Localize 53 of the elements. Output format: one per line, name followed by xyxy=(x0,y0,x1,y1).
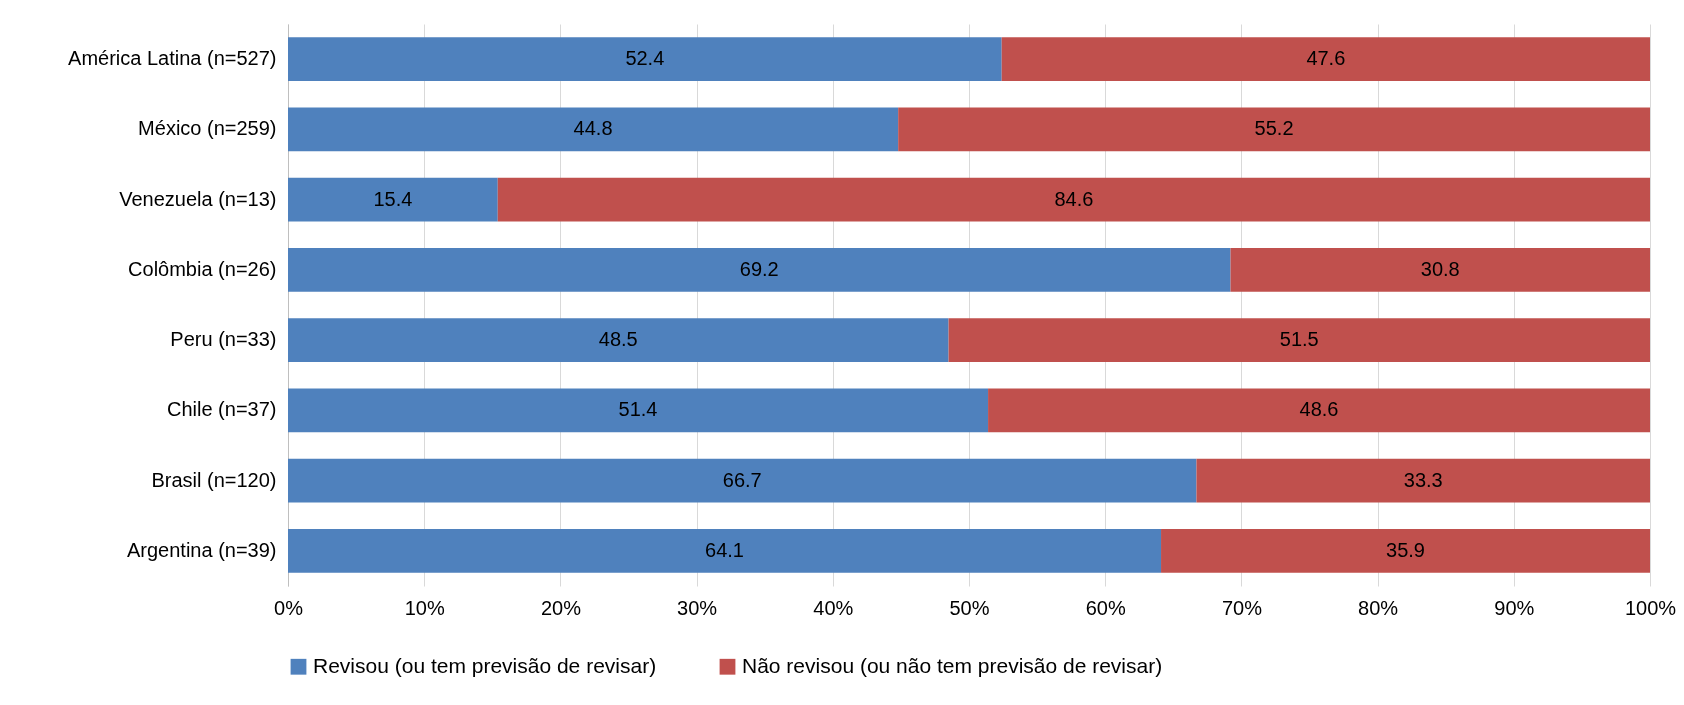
data-label: 30.8 xyxy=(1420,257,1460,280)
data-label: 52.4 xyxy=(625,47,665,70)
data-label: 35.9 xyxy=(1386,538,1425,561)
data-label: 48.6 xyxy=(1299,398,1339,421)
y-tick-label: América Latina (n=527) xyxy=(68,47,277,70)
y-tick-label: Peru (n=33) xyxy=(170,328,277,351)
data-label: 55.2 xyxy=(1254,117,1294,140)
data-label: 51.4 xyxy=(618,398,658,421)
legend-label: Revisou (ou tem previsão de revisar) xyxy=(313,653,657,677)
x-tick-label: 100% xyxy=(1624,596,1677,619)
data-label: 48.5 xyxy=(598,328,638,351)
x-tick-label: 40% xyxy=(813,596,854,619)
data-label: 33.3 xyxy=(1403,468,1443,491)
x-tick-label: 30% xyxy=(677,596,718,619)
bar xyxy=(288,177,498,222)
x-tick-label: 60% xyxy=(1085,596,1126,619)
x-tick-label: 90% xyxy=(1494,596,1535,619)
bar xyxy=(288,37,1002,81)
data-label: 47.6 xyxy=(1306,47,1346,70)
y-tick-label: Venezuela (n=13) xyxy=(119,187,277,210)
data-label: 44.8 xyxy=(573,117,613,140)
y-tick-label: Colômbia (n=26) xyxy=(128,257,277,280)
data-label: 66.7 xyxy=(722,468,762,491)
bar xyxy=(898,107,1650,152)
bar xyxy=(1001,37,1650,81)
bar xyxy=(288,107,899,152)
data-label: 51.5 xyxy=(1279,328,1319,351)
data-label: 15.4 xyxy=(373,187,413,210)
bar xyxy=(288,458,1197,503)
bar xyxy=(1230,248,1650,292)
data-label: 84.6 xyxy=(1054,187,1094,210)
bar xyxy=(1161,529,1650,573)
y-tick-label: Brasil (n=120) xyxy=(151,468,277,491)
x-tick-label: 50% xyxy=(949,596,990,619)
bar xyxy=(948,318,1650,362)
legend-label: Não revisou (ou não tem previsão de revisar) xyxy=(742,653,1163,677)
x-tick-label: 10% xyxy=(404,596,445,619)
bar xyxy=(288,388,989,433)
bar xyxy=(1196,458,1650,503)
x-tick-label: 70% xyxy=(1221,596,1263,619)
x-tick-label: 0% xyxy=(274,596,304,619)
data-label: 64.1 xyxy=(705,538,744,561)
bar xyxy=(497,177,1650,222)
x-tick-label: 20% xyxy=(540,596,582,619)
x-tick-label: 80% xyxy=(1358,596,1399,619)
y-tick-label: Argentina (n=39) xyxy=(126,538,277,561)
bar xyxy=(288,248,1231,292)
bar xyxy=(988,388,1650,433)
y-tick-label: Chile (n=37) xyxy=(166,398,277,421)
bar xyxy=(288,529,1162,573)
data-label: 69.2 xyxy=(739,257,779,280)
bar xyxy=(288,318,949,362)
y-tick-label: México (n=259) xyxy=(138,117,277,140)
